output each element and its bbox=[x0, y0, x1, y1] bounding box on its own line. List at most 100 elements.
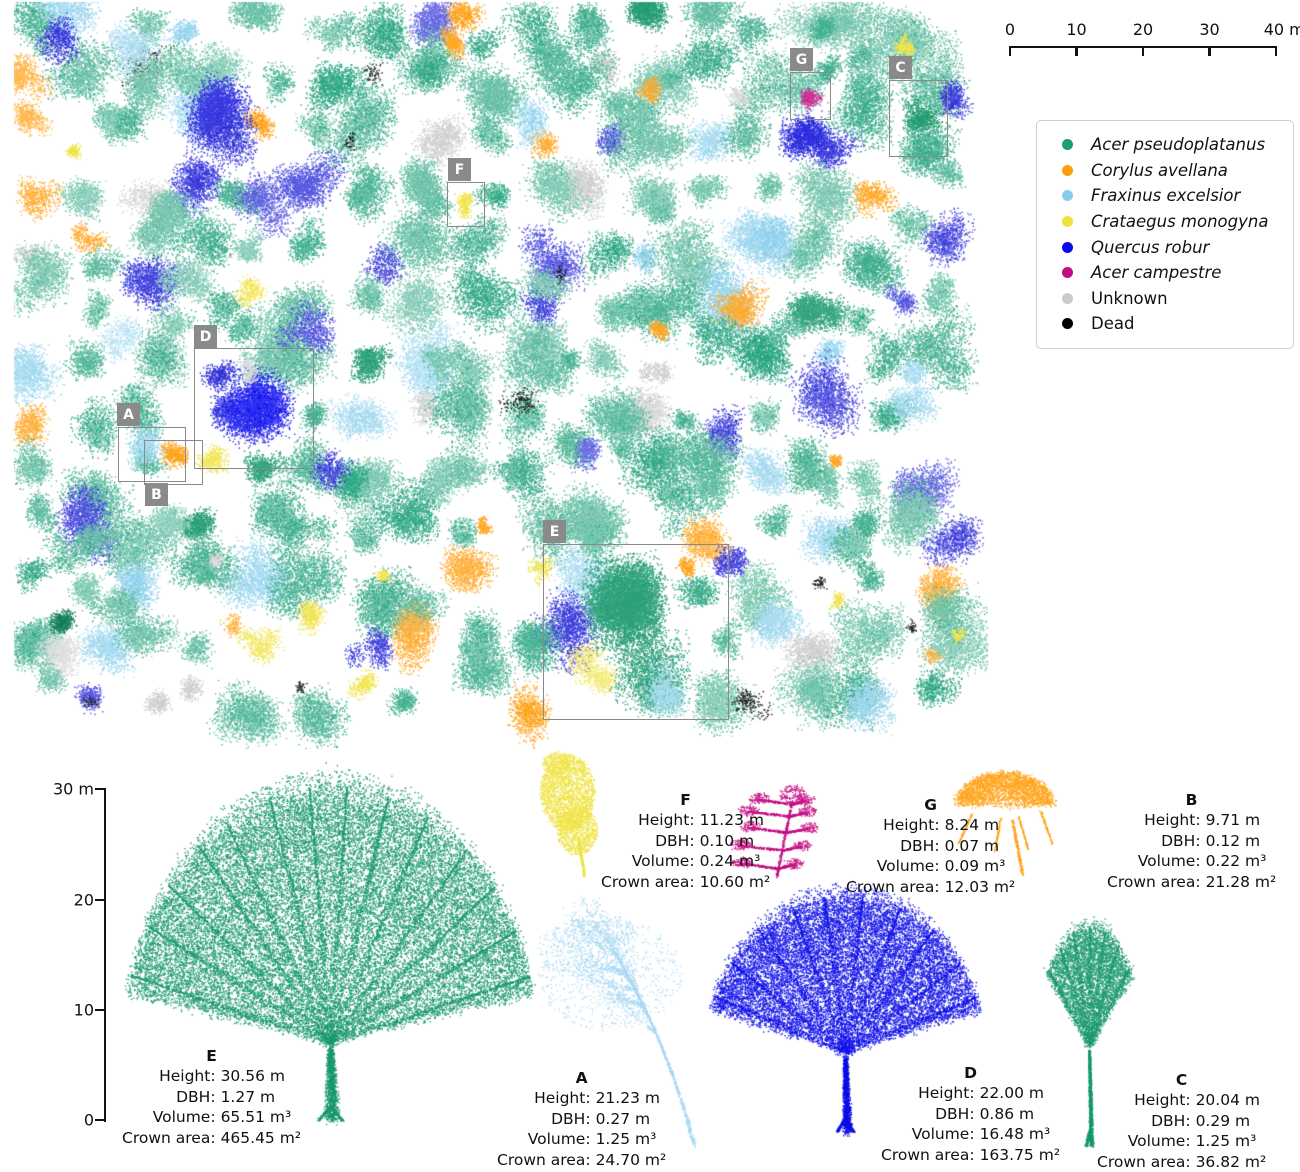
scale-tick-label: 10 bbox=[1066, 20, 1087, 39]
tree-letter: F bbox=[680, 791, 691, 809]
region-tag-f: F bbox=[448, 158, 471, 181]
stat-value: 163.75 m² bbox=[979, 1145, 1061, 1164]
stat-value: 10.60 m² bbox=[699, 872, 771, 891]
height-axis-label: 0 bbox=[83, 1110, 94, 1130]
stat-label: Volume: bbox=[152, 1108, 216, 1127]
stat-value: 1.27 m bbox=[220, 1087, 276, 1106]
stat-value: 8.24 m bbox=[944, 816, 1000, 835]
tree-letter: A bbox=[575, 1069, 588, 1087]
region-box-e bbox=[543, 544, 729, 720]
legend-item: Acer campestre bbox=[1049, 260, 1293, 286]
tree-letter: C bbox=[1175, 1071, 1188, 1089]
stat-value: 36.82 m² bbox=[1195, 1152, 1267, 1171]
stat-value: 0.27 m bbox=[595, 1109, 651, 1128]
stat-value: 22.00 m bbox=[979, 1084, 1044, 1103]
species-legend: Acer pseudoplatanus Corylus avellana Fra… bbox=[1036, 120, 1294, 349]
stat-value: 465.45 m² bbox=[220, 1128, 302, 1147]
legend-dot-icon bbox=[1062, 164, 1073, 176]
stat-label: Volume: bbox=[631, 852, 695, 871]
stat-label: DBH: bbox=[900, 836, 940, 855]
legend-label: Fraxinus excelsior bbox=[1091, 186, 1241, 206]
region-tag-c: C bbox=[889, 56, 912, 79]
stat-value: 12.03 m² bbox=[944, 877, 1016, 896]
legend-dot-icon bbox=[1062, 241, 1073, 253]
scale-tick-label: 20 bbox=[1132, 20, 1154, 39]
legend-item: Quercus robur bbox=[1049, 234, 1293, 260]
stat-label: DBH: bbox=[655, 831, 695, 850]
height-axis-tick bbox=[95, 1009, 104, 1012]
height-axis-line bbox=[104, 788, 106, 1122]
legend-label: Quercus robur bbox=[1091, 237, 1210, 257]
legend-label: Corylus avellana bbox=[1091, 160, 1228, 180]
stat-label: DBH: bbox=[551, 1109, 591, 1128]
stat-value: 0.10 m bbox=[699, 831, 755, 850]
stat-label: Height: bbox=[918, 1084, 975, 1103]
stat-label: DBH: bbox=[176, 1087, 216, 1106]
stat-label: Crown area: bbox=[122, 1128, 216, 1147]
height-axis-label: 20 bbox=[73, 890, 94, 910]
legend-item: Corylus avellana bbox=[1049, 158, 1293, 184]
legend-label: Unknown bbox=[1091, 288, 1168, 308]
scale-bar-tick bbox=[1274, 46, 1277, 56]
stat-value: 0.29 m bbox=[1195, 1111, 1251, 1130]
stat-value: 21.28 m² bbox=[1205, 872, 1277, 891]
tree-stats-e: E Height: 30.56 m DBH: 1.27 m Volume: 65.51… bbox=[122, 1046, 301, 1148]
stat-value: 30.56 m bbox=[220, 1067, 285, 1086]
legend-item: Crataegus monogyna bbox=[1049, 209, 1293, 235]
legend-label: Acer campestre bbox=[1091, 263, 1222, 283]
stat-label: Height: bbox=[534, 1089, 591, 1108]
legend-item: Fraxinus excelsior bbox=[1049, 183, 1293, 209]
stat-label: DBH: bbox=[935, 1104, 975, 1123]
stat-value: 1.25 m³ bbox=[595, 1130, 657, 1149]
legend-dot-icon bbox=[1062, 216, 1073, 228]
stat-value: 0.09 m³ bbox=[944, 857, 1006, 876]
tree-letter: B bbox=[1185, 791, 1198, 809]
tree-letter: D bbox=[964, 1064, 977, 1082]
height-axis-tick bbox=[95, 898, 104, 901]
stat-value: 0.07 m bbox=[944, 836, 1000, 855]
region-box-a bbox=[118, 427, 186, 482]
region-tag-g: G bbox=[790, 48, 813, 71]
stat-label: Height: bbox=[1134, 1091, 1191, 1110]
legend-label: Crataegus monogyna bbox=[1091, 212, 1269, 232]
region-box-g bbox=[790, 72, 831, 120]
legend-dot-icon bbox=[1062, 190, 1073, 202]
tree-stats-f: F Height: 11.23 m DBH: 0.10 m Volume: 0.24 … bbox=[601, 790, 770, 892]
stat-label: Crown area: bbox=[1107, 872, 1201, 891]
scale-bar-tick bbox=[1141, 46, 1145, 56]
tree-letter: G bbox=[924, 796, 937, 814]
tree-stats-d: D Height: 22.00 m DBH: 0.86 m Volume: 16.48… bbox=[881, 1063, 1060, 1165]
stat-label: DBH: bbox=[1151, 1111, 1191, 1130]
stat-label: Volume: bbox=[876, 857, 940, 876]
region-box-d bbox=[194, 348, 314, 469]
stat-label: Crown area: bbox=[601, 872, 695, 891]
region-tag-b: B bbox=[145, 483, 168, 506]
stat-label: Height: bbox=[1144, 811, 1201, 830]
tree-stats-b: B Height: 9.71 m DBH: 0.12 m Volume: 0.22 m… bbox=[1107, 790, 1276, 892]
stat-label: Volume: bbox=[911, 1125, 975, 1144]
region-tag-d: D bbox=[194, 325, 217, 348]
stat-label: Volume: bbox=[1127, 1132, 1191, 1151]
stat-value: 16.48 m³ bbox=[979, 1125, 1051, 1144]
region-tag-a: A bbox=[117, 403, 140, 426]
scale-bar-tick bbox=[1009, 46, 1012, 56]
stat-value: 1.25 m³ bbox=[1195, 1132, 1257, 1151]
stat-label: Height: bbox=[159, 1067, 216, 1086]
stat-label: Height: bbox=[638, 811, 695, 830]
legend-label: Acer pseudoplatanus bbox=[1091, 135, 1266, 155]
legend-item: Unknown bbox=[1049, 286, 1293, 312]
legend-dot-icon bbox=[1062, 139, 1073, 151]
stat-label: Height: bbox=[883, 816, 940, 835]
legend-item: Acer pseudoplatanus bbox=[1049, 132, 1293, 158]
scale-bar: 0 10 20 30 40 m bbox=[1005, 20, 1300, 64]
scale-tick-label: 30 bbox=[1199, 20, 1220, 39]
stat-label: Volume: bbox=[527, 1130, 591, 1149]
tree-letter: E bbox=[206, 1047, 217, 1065]
legend-dot-icon bbox=[1062, 318, 1073, 330]
tree-stats-c: C Height: 20.04 m DBH: 0.29 m Volume: 1.25 … bbox=[1097, 1070, 1266, 1172]
stat-label: DBH: bbox=[1161, 831, 1201, 850]
legend-label: Dead bbox=[1091, 314, 1135, 334]
stat-value: 11.23 m bbox=[699, 811, 764, 830]
stat-value: 20.04 m bbox=[1195, 1091, 1260, 1110]
legend-item: Dead bbox=[1049, 311, 1293, 337]
